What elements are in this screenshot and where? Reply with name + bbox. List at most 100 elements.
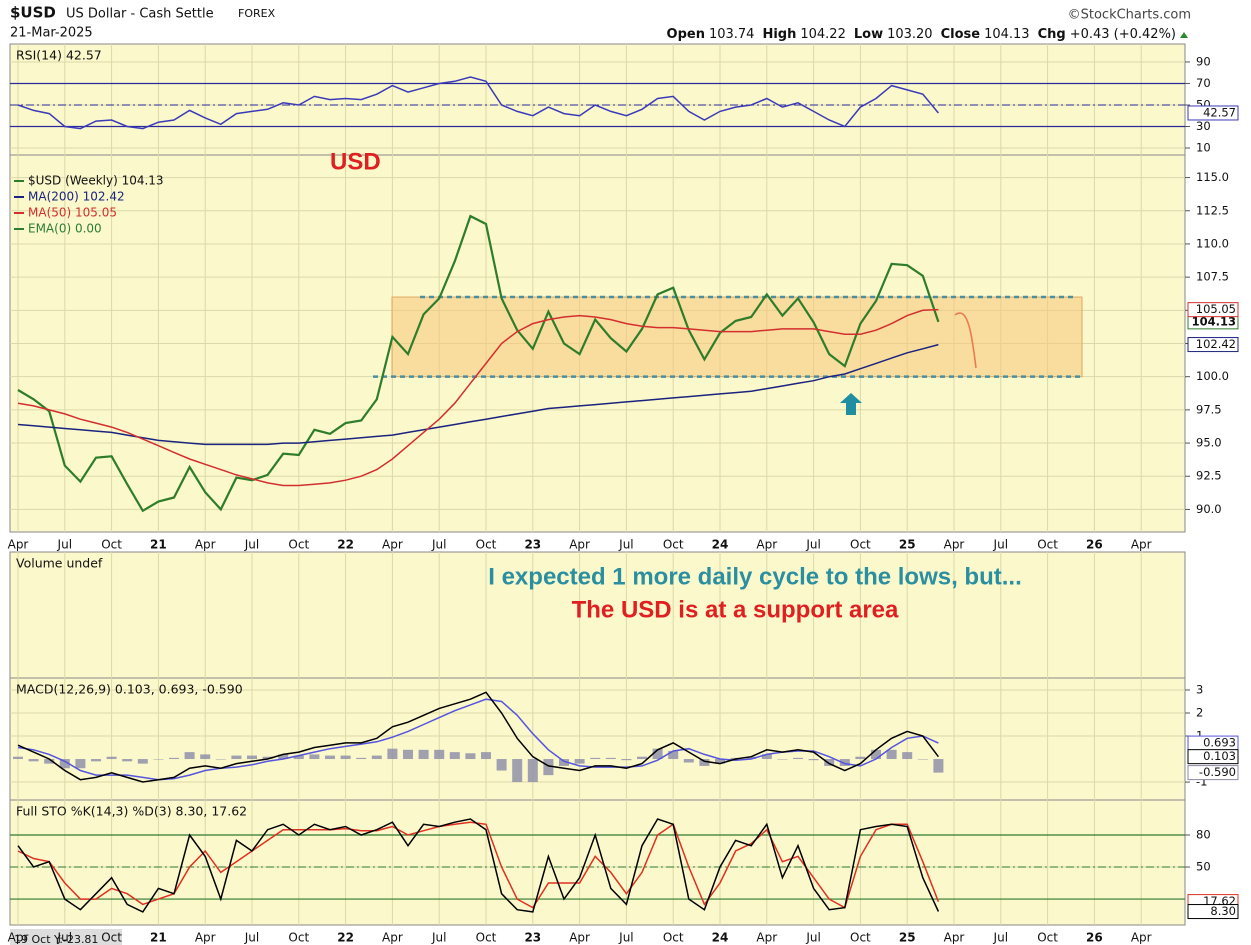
panel-bg	[9, 43, 1186, 533]
histogram-bar	[169, 757, 179, 760]
histogram-bar	[231, 755, 242, 760]
x-tick-label: 23	[524, 538, 541, 552]
histogram-bar	[387, 748, 398, 760]
value-tag	[1187, 337, 1239, 353]
histogram-bar	[668, 750, 679, 760]
x-tick-label: Apr	[1131, 931, 1152, 945]
histogram-bar	[309, 754, 320, 760]
histogram-bar	[75, 759, 86, 769]
histogram-bar	[106, 756, 117, 760]
value-tag	[1187, 765, 1239, 781]
quote-label: Open	[667, 27, 705, 42]
x-tick-label: Jul	[805, 931, 820, 945]
x-tick-label: 25	[899, 538, 916, 552]
x-tick-label: Jul	[57, 931, 72, 945]
histogram-bar	[683, 759, 694, 763]
legend-entry: EMA(0) 0.00	[28, 222, 102, 236]
value-tag-label: 102.42	[1196, 337, 1236, 351]
histogram-bar	[621, 759, 632, 761]
y-tick-label: 90	[1196, 54, 1211, 68]
quote-value: 104.22	[800, 27, 846, 42]
y-tick-label: 115.0	[1196, 170, 1229, 184]
histogram-bar	[91, 759, 101, 762]
histogram-bar	[715, 759, 725, 764]
y-tick-label: 80	[1196, 828, 1211, 842]
x-tick-label: Apr	[756, 538, 777, 552]
histogram-bar	[824, 759, 835, 766]
annotation: The USD is at a support area	[572, 596, 899, 623]
y-tick-label: 107.5	[1196, 270, 1229, 284]
source: ©StockCharts.com	[1068, 8, 1191, 23]
x-tick-label: 21	[150, 931, 167, 945]
histogram-bar	[590, 757, 601, 760]
x-tick-label: Apr	[1131, 538, 1152, 552]
histogram-bar	[184, 752, 195, 760]
histogram-bar	[527, 759, 538, 783]
quote: Open 103.74 High 104.22 Low 103.20 Close 104.13…	[667, 27, 1176, 42]
histogram-bar	[122, 759, 133, 762]
y-tick-label: 2	[1196, 705, 1203, 719]
legend-entry: MA(200) 102.42	[28, 190, 125, 204]
series-line	[17, 76, 939, 130]
histogram-bar	[746, 756, 757, 760]
value-tag-label: 0.103	[1203, 749, 1236, 763]
histogram-bar	[699, 759, 710, 766]
histogram-bar	[652, 748, 663, 760]
y-tick-label: 92.5	[1196, 469, 1222, 483]
panel-bg	[9, 551, 1186, 926]
x-tick-label: Apr	[382, 538, 403, 552]
histogram-bar	[403, 749, 413, 760]
histogram-bar	[28, 759, 39, 762]
series-line	[17, 214, 940, 513]
x-tick-label: Jul	[618, 931, 633, 945]
histogram-bar	[793, 757, 803, 760]
x-tick-label: Apr	[382, 931, 403, 945]
quote-value: 104.13	[984, 27, 1030, 42]
x-tick-label: Oct	[1037, 538, 1058, 552]
value-tag	[1187, 302, 1239, 318]
x-tick-label: 26	[1086, 931, 1103, 945]
crosshair-readout: 19 Oct Y:-23.81	[14, 933, 98, 945]
histogram-bar	[418, 749, 429, 760]
legend-entry: MA(50) 105.05	[28, 206, 117, 220]
histogram-bar	[247, 755, 257, 760]
y-tick-label: 110.0	[1196, 236, 1229, 250]
histogram-bar	[917, 759, 928, 760]
date: 21-Mar-2025	[10, 26, 93, 41]
y-tick-label: 100.0	[1196, 369, 1229, 383]
legend-entry: $USD (Weekly) 104.13	[28, 174, 164, 188]
quote-label: Low	[854, 27, 883, 42]
annotation: I expected 1 more daily cycle to the low…	[488, 563, 1022, 590]
histogram-bar	[933, 759, 944, 773]
x-tick-label: Oct	[476, 538, 497, 552]
exchange: FOREX	[238, 7, 276, 20]
histogram-bar	[839, 759, 850, 766]
histogram-bar	[574, 759, 585, 764]
histogram-bar	[543, 759, 554, 776]
histogram-bar	[262, 756, 273, 760]
histogram-bar	[325, 755, 335, 760]
histogram-bar	[44, 759, 55, 764]
panel-label: Full STO %K(14,3) %D(3) 8.30, 17.62	[16, 804, 247, 819]
histogram-bar	[512, 759, 523, 783]
value-tag-label: 42.57	[1203, 105, 1236, 119]
x-tick-label: 24	[712, 538, 729, 552]
value-tag-label: 104.13	[1192, 314, 1236, 328]
histogram-bar	[137, 759, 148, 764]
histogram-bar	[215, 759, 226, 760]
histogram-bar	[356, 757, 367, 760]
histogram-bar	[855, 756, 866, 760]
histogram-bar	[886, 749, 897, 760]
x-tick-label: 24	[712, 931, 729, 945]
x-tick-label: 21	[150, 538, 167, 552]
histogram-bar	[496, 759, 507, 771]
support-band	[391, 296, 1083, 378]
series-line	[17, 818, 940, 913]
value-tag-label: 0.693	[1203, 736, 1236, 750]
panel-label: Volume undef	[16, 556, 103, 571]
y-tick-label: 10	[1196, 141, 1211, 155]
x-tick-label: 22	[337, 931, 354, 945]
value-tag-label: -0.590	[1199, 765, 1236, 779]
quote-value: 103.74	[709, 27, 755, 42]
x-tick-label: Jul	[244, 538, 259, 552]
